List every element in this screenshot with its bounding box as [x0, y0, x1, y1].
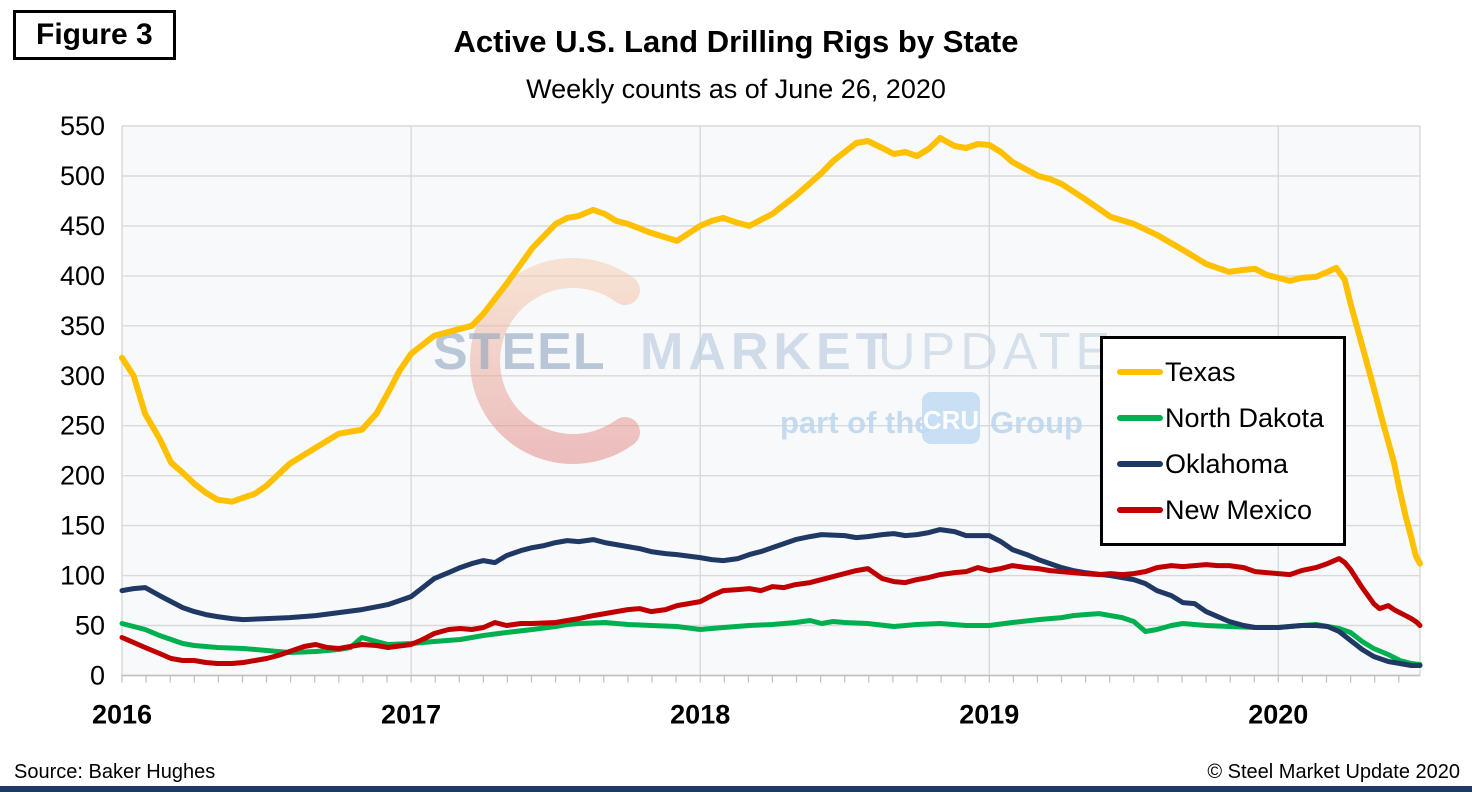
y-tick-label: 0 [90, 661, 105, 691]
series-oklahoma [119, 527, 1423, 668]
figure-label: Figure 3 [13, 10, 176, 60]
x-tick-label: 2020 [1248, 700, 1308, 730]
x-tick-label: 2018 [670, 700, 730, 730]
legend-item-north-dakota[interactable]: North Dakota [1117, 403, 1339, 434]
y-tick-label: 500 [60, 161, 105, 191]
watermark-cru: CRU [923, 405, 979, 435]
y-tick-label: 300 [60, 361, 105, 391]
y-tick-label: 250 [60, 411, 105, 441]
watermark-update: UPDATE [878, 323, 1115, 381]
legend-item-texas[interactable]: Texas [1117, 357, 1339, 388]
copyright-note: © Steel Market Update 2020 [1207, 761, 1460, 783]
y-tick-label: 550 [60, 111, 105, 141]
legend-swatch-north-dakota [1117, 415, 1163, 421]
chart-subtitle: Weekly counts as of June 26, 2020 [526, 74, 946, 104]
y-tick-label: 50 [75, 611, 105, 641]
legend-label: North Dakota [1165, 402, 1325, 433]
y-tick-label: 200 [60, 461, 105, 491]
legend-label: Oklahoma [1165, 448, 1289, 479]
legend-item-oklahoma[interactable]: Oklahoma [1117, 449, 1339, 480]
y-tick-label: 350 [60, 311, 105, 341]
bottom-accent-bar [0, 786, 1472, 792]
legend-swatch-oklahoma [1117, 461, 1163, 467]
legend-item-new-mexico[interactable]: New Mexico [1117, 495, 1339, 526]
series-new-mexico [119, 556, 1423, 666]
chart-legend: Texas North Dakota Oklahoma New Mexico [1100, 336, 1346, 546]
y-tick-label: 150 [60, 511, 105, 541]
y-tick-label: 100 [60, 561, 105, 591]
watermark-cru-badge [922, 392, 980, 444]
series-texas [119, 135, 1423, 567]
legend-label: Texas [1165, 356, 1236, 387]
watermark-steel: STEEL [433, 323, 606, 381]
watermark-market: MARKET [640, 323, 892, 381]
watermark-tagline: part of the [780, 405, 932, 440]
y-tick-label: 450 [60, 211, 105, 241]
legend-swatch-new-mexico [1117, 507, 1163, 513]
y-tick-label: 400 [60, 261, 105, 291]
chart-title: Active U.S. Land Drilling Rigs by State [453, 24, 1019, 59]
x-tick-label: 2019 [959, 700, 1019, 730]
x-tick-label: 2017 [381, 700, 441, 730]
watermark-crescent [470, 258, 640, 464]
x-tick-label: 2016 [92, 700, 152, 730]
legend-label: New Mexico [1165, 494, 1313, 525]
figure-label-text: Figure 3 [36, 18, 153, 51]
source-note: Source: Baker Hughes [14, 761, 216, 783]
legend-swatch-texas [1117, 369, 1163, 375]
watermark-group: Group [990, 405, 1083, 440]
